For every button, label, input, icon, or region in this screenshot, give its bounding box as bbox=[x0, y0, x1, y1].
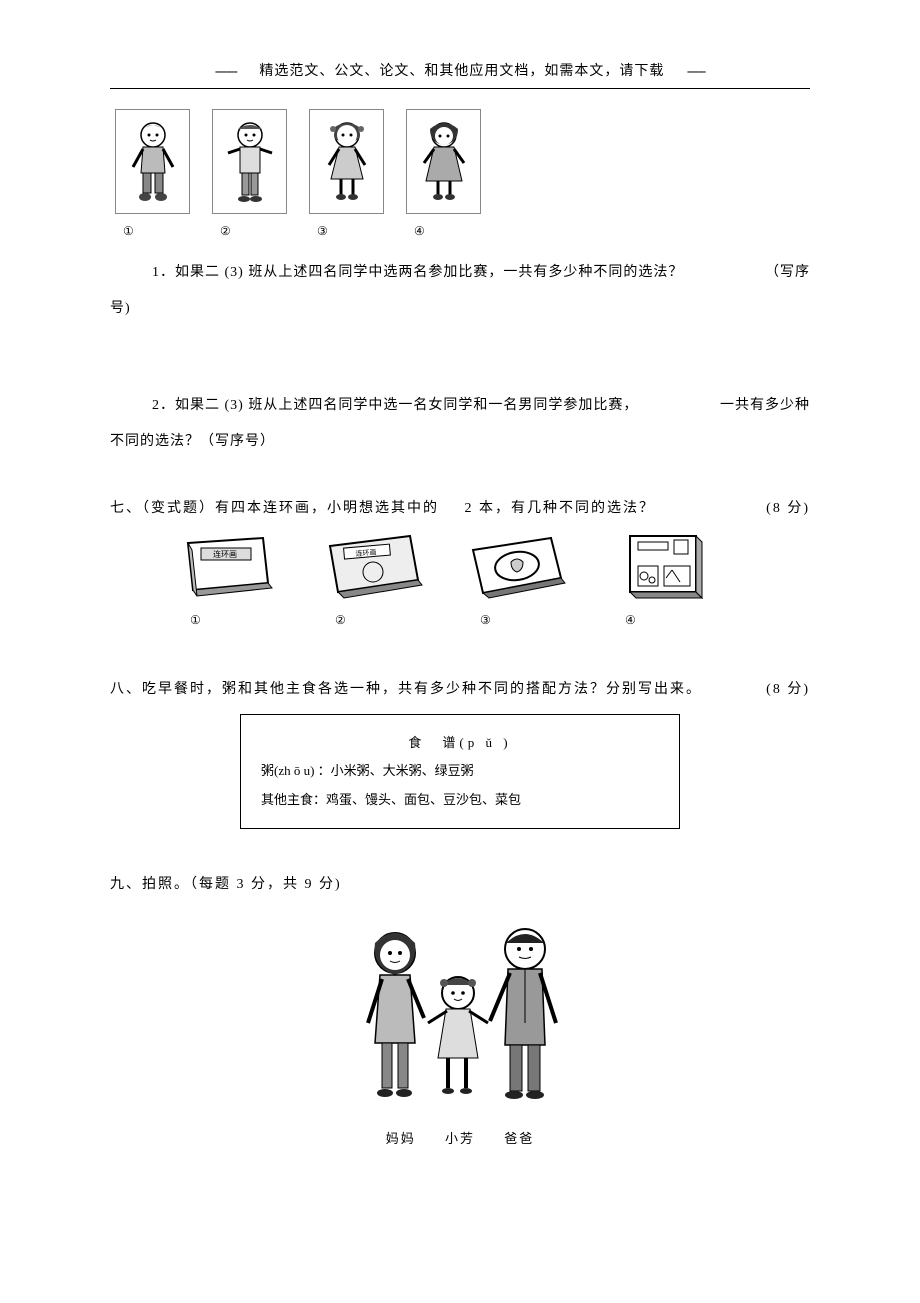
book-2: 连环画 bbox=[315, 527, 430, 605]
section-9-head: 九、拍照。（每题 3 分，共 9 分) bbox=[110, 873, 810, 893]
book-1: 连环画 bbox=[170, 527, 285, 605]
section-8-head: 八、吃早餐时，粥和其他主食各选一种，共有多少种不同的搭配方法？分别写出来。 (8… bbox=[110, 678, 810, 698]
books-row: 连环画 连环画 bbox=[170, 527, 810, 605]
books-labels: ① ② ③ ④ bbox=[170, 613, 810, 628]
q2-line1a: 2．如果二 (3) 班从上述四名同学中选一名女同学和一名男同学参加比赛， bbox=[110, 388, 638, 424]
girl-icon bbox=[317, 117, 377, 207]
boy-icon bbox=[123, 117, 183, 207]
kid-2 bbox=[212, 109, 287, 214]
sec7-mid: 2 本，有几种不同的选法？ bbox=[465, 501, 656, 516]
kid-3 bbox=[309, 109, 384, 214]
book-icon bbox=[463, 528, 573, 603]
book-icon bbox=[608, 528, 718, 603]
name-child: 小芳 bbox=[445, 1131, 475, 1146]
q1-line1a: 1．如果二 (3) 班从上述四名同学中选两名参加比赛，一共有多少种不同的选法？ bbox=[110, 255, 683, 291]
book-3 bbox=[460, 527, 575, 605]
family-photo bbox=[110, 913, 810, 1118]
header-text: 精选范文、公文、论文、和其他应用文档，如需本文，请下载 bbox=[259, 64, 664, 79]
svg-text:连环画: 连环画 bbox=[355, 547, 377, 558]
sec8-left: 八、吃早餐时，粥和其他主食各选一种，共有多少种不同的搭配方法？分别写出来。 bbox=[110, 678, 702, 698]
header-dashes-left: ------ bbox=[215, 64, 237, 80]
header-dashes-right: ----- bbox=[687, 64, 705, 80]
kids-row bbox=[115, 109, 810, 214]
book-4 bbox=[605, 527, 720, 605]
question-1: 1．如果二 (3) 班从上述四名同学中选两名参加比赛，一共有多少种不同的选法？ … bbox=[110, 255, 810, 328]
q1-line2: 号) bbox=[110, 291, 810, 327]
boy-icon bbox=[220, 117, 280, 207]
q1-line1b: （写序 bbox=[723, 255, 810, 291]
kids-labels: ① ② ③ ④ bbox=[115, 224, 810, 239]
blabel-1: ① bbox=[170, 613, 285, 628]
sec9-head: 九、拍照。（每题 3 分，共 9 分) bbox=[110, 873, 342, 893]
question-2: 2．如果二 (3) 班从上述四名同学中选一名女同学和一名男同学参加比赛， 一共有… bbox=[110, 388, 810, 461]
label-4: ④ bbox=[406, 224, 481, 239]
name-mom: 妈妈 bbox=[386, 1131, 416, 1146]
kid-1 bbox=[115, 109, 190, 214]
section-7-head: 七、（变式题）有四本连环画，小明想选其中的 2 本，有几种不同的选法？ (8 分… bbox=[110, 497, 810, 517]
sec8-right: (8 分) bbox=[766, 678, 810, 698]
label-2: ② bbox=[212, 224, 287, 239]
label-1: ① bbox=[115, 224, 190, 239]
menu-box: 食 谱(p ǔ ) 粥(zh ō u) ：小米粥、大米粥、绿豆粥 其他主食：鸡蛋… bbox=[240, 714, 680, 830]
sec7-right: (8 分) bbox=[766, 497, 810, 517]
kid-4 bbox=[406, 109, 481, 214]
sec7-left: 七、（变式题）有四本连环画，小明想选其中的 bbox=[110, 501, 439, 516]
menu-line2: 其他主食：鸡蛋、馒头、面包、豆沙包、菜包 bbox=[261, 786, 659, 815]
blabel-4: ④ bbox=[605, 613, 720, 628]
menu-title: 食 谱(p ǔ ) bbox=[261, 729, 659, 758]
svg-text:连环画: 连环画 bbox=[213, 549, 237, 559]
blabel-2: ② bbox=[315, 613, 430, 628]
blabel-3: ③ bbox=[460, 613, 575, 628]
book-icon: 连环画 bbox=[173, 528, 283, 603]
girl-icon bbox=[414, 117, 474, 207]
family-icon bbox=[340, 913, 580, 1113]
name-dad: 爸爸 bbox=[504, 1131, 534, 1146]
menu-line1: 粥(zh ō u) ：小米粥、大米粥、绿豆粥 bbox=[261, 757, 659, 786]
page-header: ------ 精选范文、公文、论文、和其他应用文档，如需本文，请下载 ----- bbox=[110, 60, 810, 89]
q2-line1b: 一共有多少种 bbox=[678, 388, 810, 424]
book-icon: 连环画 bbox=[318, 528, 428, 603]
label-3: ③ bbox=[309, 224, 384, 239]
q2-line2: 不同的选法？（写序号） bbox=[110, 424, 810, 460]
family-names: 妈妈 小芳 爸爸 bbox=[110, 1128, 810, 1147]
